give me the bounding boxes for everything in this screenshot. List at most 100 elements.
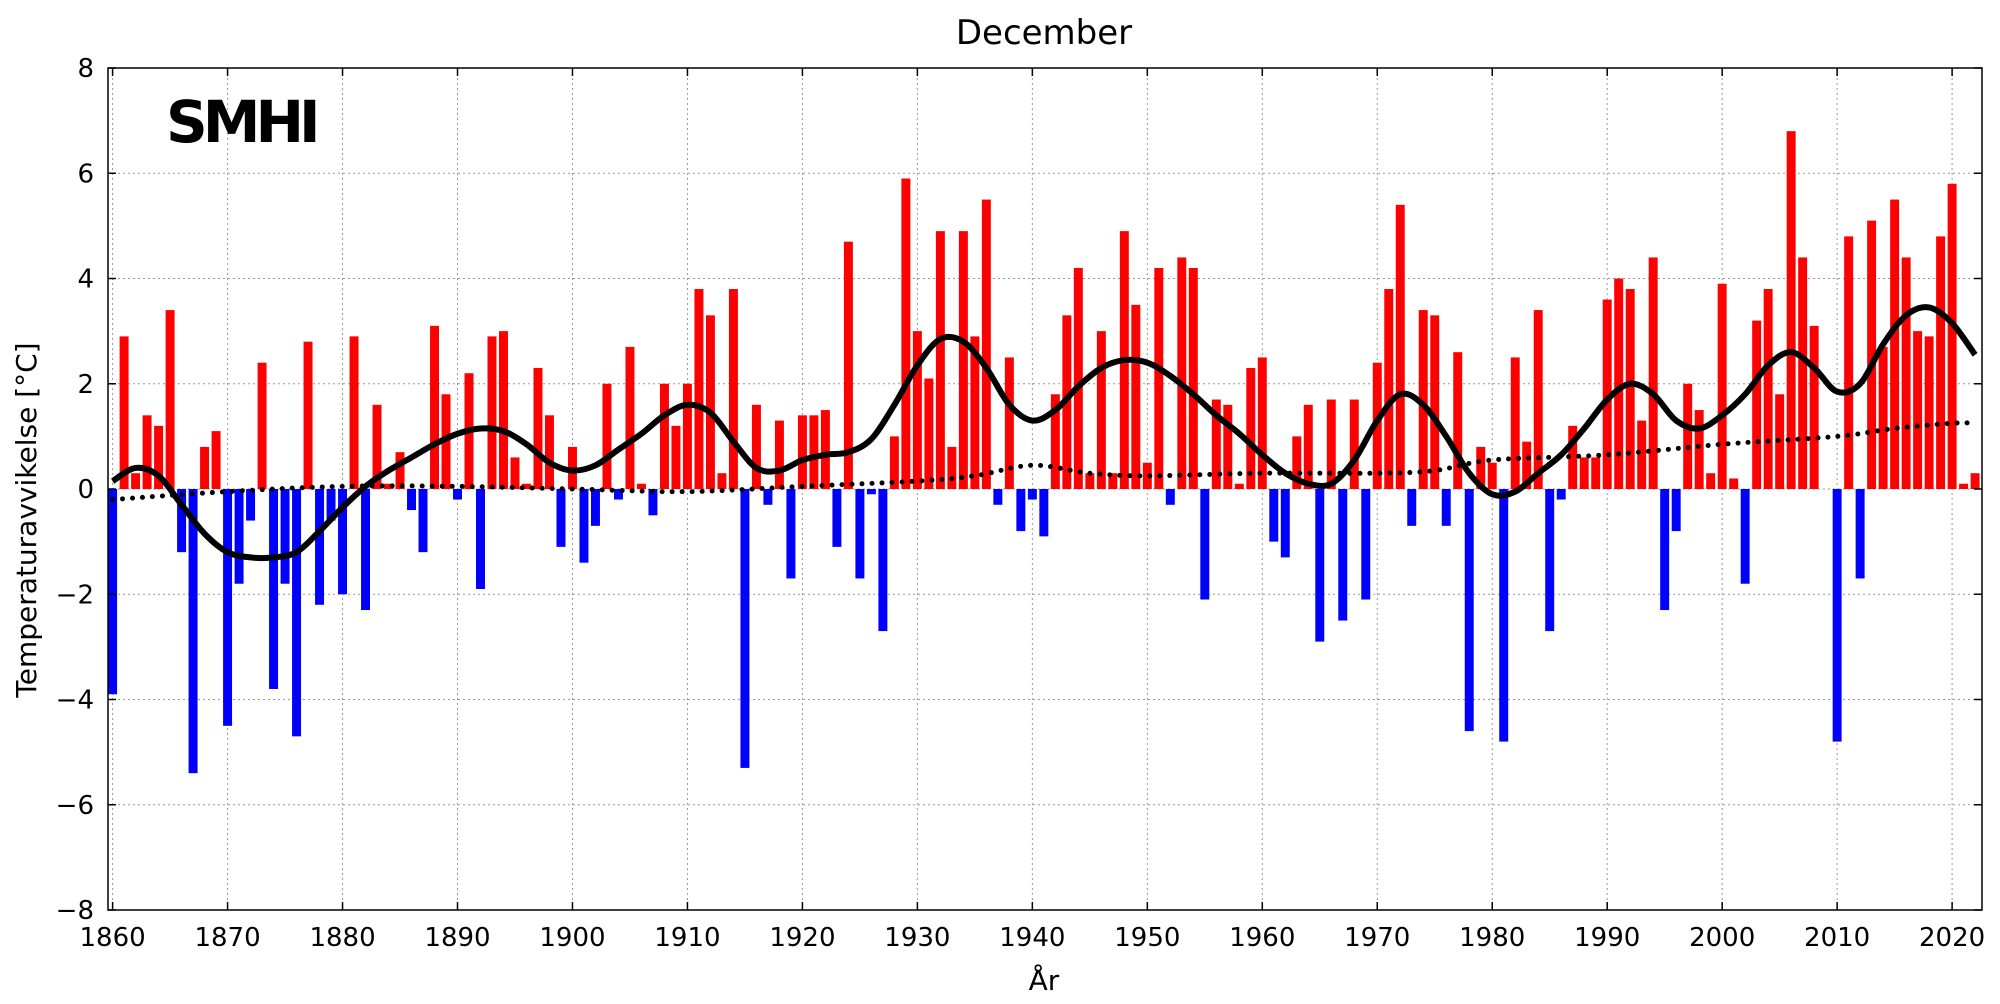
chart-title: December — [956, 13, 1132, 53]
bar-1882 — [361, 489, 370, 610]
bar-1885 — [396, 452, 405, 489]
bar-1977 — [1453, 352, 1462, 489]
bar-1969 — [1361, 489, 1370, 600]
bar-1906 — [637, 484, 646, 489]
bar-1940 — [1028, 489, 1037, 500]
bar-1946 — [1097, 331, 1106, 489]
bar-1952 — [1166, 489, 1175, 505]
bar-1966 — [1327, 400, 1336, 489]
x-axis-label: År — [1029, 963, 1060, 997]
bar-1975 — [1430, 315, 1439, 489]
x-tick-label: 1990 — [1574, 923, 1640, 953]
x-tick-label: 1930 — [884, 923, 950, 953]
bar-1933 — [947, 447, 956, 489]
bar-2022 — [1971, 473, 1980, 489]
bar-1978 — [1465, 489, 1474, 731]
bar-1931 — [924, 378, 933, 489]
bar-1861 — [120, 336, 129, 489]
bar-1902 — [591, 489, 600, 526]
bar-1967 — [1338, 489, 1347, 621]
bar-1910 — [683, 384, 692, 489]
bar-1998 — [1695, 410, 1704, 489]
bar-1908 — [660, 384, 669, 489]
bar-2000 — [1718, 284, 1727, 489]
bar-2019 — [1936, 236, 1945, 489]
bar-1898 — [545, 415, 554, 489]
x-tick-label: 1920 — [769, 923, 835, 953]
bar-2007 — [1798, 257, 1807, 489]
bar-1997 — [1683, 384, 1692, 489]
bar-1916 — [752, 405, 761, 489]
x-tick-label: 2000 — [1689, 923, 1755, 953]
bar-1888 — [430, 326, 439, 489]
bar-1976 — [1442, 489, 1451, 526]
bar-1953 — [1177, 257, 1186, 489]
bar-1994 — [1649, 257, 1658, 489]
bar-1919 — [786, 489, 795, 578]
bar-1893 — [488, 336, 497, 489]
bar-1965 — [1315, 489, 1324, 642]
bar-1913 — [717, 473, 726, 489]
bar-1901 — [579, 489, 588, 563]
bar-2014 — [1879, 347, 1888, 489]
bar-2021 — [1959, 484, 1968, 489]
bar-1955 — [1200, 489, 1209, 600]
bar-2015 — [1890, 200, 1899, 489]
bar-1968 — [1350, 400, 1359, 489]
bar-1973 — [1407, 489, 1416, 526]
bar-1934 — [959, 231, 968, 489]
bar-1962 — [1281, 489, 1290, 557]
bar-2011 — [1844, 236, 1853, 489]
bar-2004 — [1764, 289, 1773, 489]
bar-1912 — [706, 315, 715, 489]
bar-1985 — [1545, 489, 1554, 631]
x-tick-label: 1900 — [539, 923, 605, 953]
x-tick-label: 1860 — [80, 923, 146, 953]
y-tick-label: 8 — [77, 54, 94, 84]
y-tick-label: −2 — [56, 580, 94, 610]
bar-1874 — [269, 489, 278, 689]
bar-2001 — [1729, 478, 1738, 489]
bar-1894 — [499, 331, 508, 489]
bar-1993 — [1637, 421, 1646, 489]
smhi-logo-text: SMHI — [166, 88, 316, 156]
bar-1922 — [821, 410, 830, 489]
bar-1972 — [1396, 205, 1405, 489]
bar-1960 — [1258, 357, 1267, 489]
bar-2010 — [1833, 489, 1842, 742]
y-axis-label: Temperaturavvikelse [°C] — [10, 342, 43, 698]
bar-1996 — [1672, 489, 1681, 531]
bar-1923 — [832, 489, 841, 547]
x-tick-label: 1970 — [1344, 923, 1410, 953]
bar-1892 — [476, 489, 485, 589]
bar-1865 — [166, 310, 175, 489]
bar-1961 — [1269, 489, 1278, 542]
bar-1921 — [809, 415, 818, 489]
bar-1932 — [936, 231, 945, 489]
bar-1951 — [1154, 268, 1163, 489]
bar-1971 — [1384, 289, 1393, 489]
bar-1981 — [1499, 489, 1508, 742]
bar-2008 — [1810, 326, 1819, 489]
bar-1872 — [246, 489, 255, 521]
bar-1870 — [223, 489, 232, 726]
bar-1941 — [1039, 489, 1048, 536]
y-tick-label: 6 — [77, 159, 94, 189]
bar-1988 — [1580, 457, 1589, 489]
bar-2002 — [1741, 489, 1750, 584]
bar-1876 — [292, 489, 301, 736]
y-tick-label: −8 — [56, 896, 94, 926]
y-tick-label: 0 — [77, 475, 94, 505]
y-tick-label: 2 — [77, 370, 94, 400]
bar-1875 — [281, 489, 290, 584]
bar-2016 — [1902, 257, 1911, 489]
bar-1936 — [982, 200, 991, 489]
bar-1905 — [625, 347, 634, 489]
bar-1903 — [602, 384, 611, 489]
x-tick-label: 1940 — [999, 923, 1065, 953]
bar-1992 — [1626, 289, 1635, 489]
bar-1897 — [534, 368, 543, 489]
bar-1944 — [1074, 268, 1083, 489]
